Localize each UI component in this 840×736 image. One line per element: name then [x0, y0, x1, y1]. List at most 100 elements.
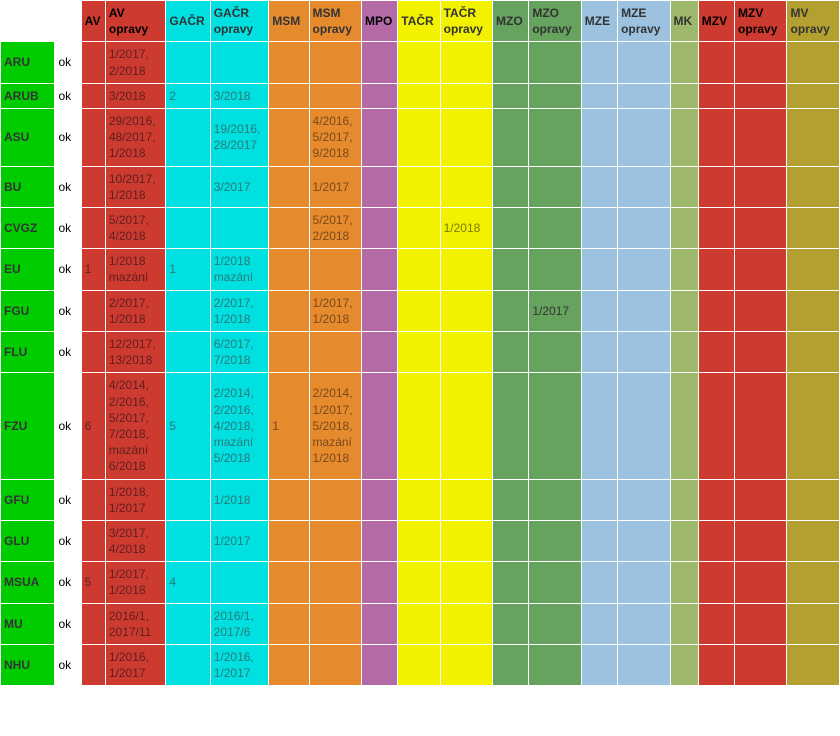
cell-mzv_op — [735, 562, 787, 603]
cell-gacr_op: 2/2017, 1/2018 — [210, 290, 268, 331]
cell-gacr_op: 19/2016, 28/2017 — [210, 108, 268, 166]
cell-msm_op — [309, 42, 361, 83]
cell-mze — [581, 83, 617, 108]
cell-mpo — [361, 645, 397, 686]
cell-mze_op — [618, 332, 670, 373]
cell-mze — [581, 290, 617, 331]
cell-mze_op — [618, 373, 670, 479]
col-header-mzo: MZO — [493, 1, 529, 42]
cell-mzo — [493, 290, 529, 331]
cell-mzo_op — [529, 207, 581, 248]
cell-av_op: 3/2018 — [105, 83, 166, 108]
table-row: ARUok1/2017, 2/2018 — [1, 42, 840, 83]
cell-tacr — [398, 166, 440, 207]
cell-mv_op — [787, 479, 840, 520]
cell-av_op: 3/2017, 4/2018 — [105, 520, 166, 561]
cell-av_op: 29/2016, 48/2017, 1/2018 — [105, 108, 166, 166]
cell-mze — [581, 603, 617, 644]
cell-mzv_op — [735, 207, 787, 248]
cell-mzv_op — [735, 332, 787, 373]
cell-msm_op — [309, 249, 361, 290]
table-row: GFUok1/2018, 1/20171/2018 — [1, 479, 840, 520]
cell-mze — [581, 249, 617, 290]
cell-mk — [670, 290, 698, 331]
table-row: BUok10/2017, 1/20183/20171/2017 — [1, 166, 840, 207]
cell-mzo_op — [529, 332, 581, 373]
cell-av_op: 5/2017, 4/2018 — [105, 207, 166, 248]
cell-status: ok — [55, 332, 81, 373]
cell-gacr — [166, 479, 210, 520]
cell-mpo — [361, 83, 397, 108]
cell-mze_op — [618, 562, 670, 603]
cell-mzo_op — [529, 166, 581, 207]
cell-mze_op — [618, 83, 670, 108]
cell-gacr — [166, 207, 210, 248]
cell-mzv — [698, 479, 734, 520]
cell-tacr_op — [440, 603, 492, 644]
col-header-mzo_op: MZO opravy — [529, 1, 581, 42]
cell-mv_op — [787, 108, 840, 166]
cell-mzv — [698, 249, 734, 290]
cell-mpo — [361, 603, 397, 644]
cell-gacr_op — [210, 42, 268, 83]
cell-msm_op: 1/2017 — [309, 166, 361, 207]
cell-mv_op — [787, 332, 840, 373]
cell-mzo — [493, 520, 529, 561]
cell-mzo — [493, 249, 529, 290]
col-header-av_op: AV opravy — [105, 1, 166, 42]
cell-gacr — [166, 332, 210, 373]
cell-tacr — [398, 42, 440, 83]
cell-tacr_op — [440, 373, 492, 479]
cell-mv_op — [787, 83, 840, 108]
cell-name: MU — [1, 603, 55, 644]
cell-msm_op: 1/2017, 1/2018 — [309, 290, 361, 331]
cell-tacr — [398, 562, 440, 603]
cell-mv_op — [787, 290, 840, 331]
cell-mzo_op — [529, 42, 581, 83]
cell-gacr_op: 1/2016, 1/2017 — [210, 645, 268, 686]
cell-mv_op — [787, 166, 840, 207]
col-header-gacr_op: GAČR opravy — [210, 1, 268, 42]
cell-tacr_op — [440, 332, 492, 373]
cell-mpo — [361, 207, 397, 248]
cell-tacr_op — [440, 166, 492, 207]
cell-gacr_op: 2016/1, 2017/6 — [210, 603, 268, 644]
cell-tacr_op — [440, 249, 492, 290]
cell-av_op: 4/2014, 2/2016, 5/2017, 7/2018, mazání 6… — [105, 373, 166, 479]
cell-tacr — [398, 83, 440, 108]
cell-av — [81, 520, 105, 561]
cell-mze_op — [618, 166, 670, 207]
cell-mze — [581, 332, 617, 373]
cell-av — [81, 108, 105, 166]
col-header-tacr_op: TAČR opravy — [440, 1, 492, 42]
cell-tacr_op: 1/2018 — [440, 207, 492, 248]
cell-name: EU — [1, 249, 55, 290]
cell-name: BU — [1, 166, 55, 207]
cell-mze_op — [618, 520, 670, 561]
cell-gacr_op: 6/2017, 7/2018 — [210, 332, 268, 373]
cell-msm: 1 — [269, 373, 309, 479]
cell-name: GLU — [1, 520, 55, 561]
table-row: GLUok3/2017, 4/20181/2017 — [1, 520, 840, 561]
cell-tacr — [398, 373, 440, 479]
cell-tacr — [398, 108, 440, 166]
cell-mzo — [493, 83, 529, 108]
cell-mzo — [493, 373, 529, 479]
table-row: FZUok64/2014, 2/2016, 5/2017, 7/2018, ma… — [1, 373, 840, 479]
col-header-msm: MSM — [269, 1, 309, 42]
cell-tacr_op — [440, 520, 492, 561]
col-header-gacr: GAČR — [166, 1, 210, 42]
table-row: FGUok2/2017, 1/20182/2017, 1/20181/2017,… — [1, 290, 840, 331]
cell-gacr_op: 1/2017 — [210, 520, 268, 561]
col-header-tacr: TAČR — [398, 1, 440, 42]
cell-mk — [670, 562, 698, 603]
cell-mpo — [361, 562, 397, 603]
cell-msm — [269, 562, 309, 603]
cell-mpo — [361, 108, 397, 166]
cell-mzv — [698, 108, 734, 166]
cell-status: ok — [55, 562, 81, 603]
cell-av_op: 1/2018, 1/2017 — [105, 479, 166, 520]
cell-gacr — [166, 645, 210, 686]
cell-mzv_op — [735, 603, 787, 644]
cell-status: ok — [55, 479, 81, 520]
